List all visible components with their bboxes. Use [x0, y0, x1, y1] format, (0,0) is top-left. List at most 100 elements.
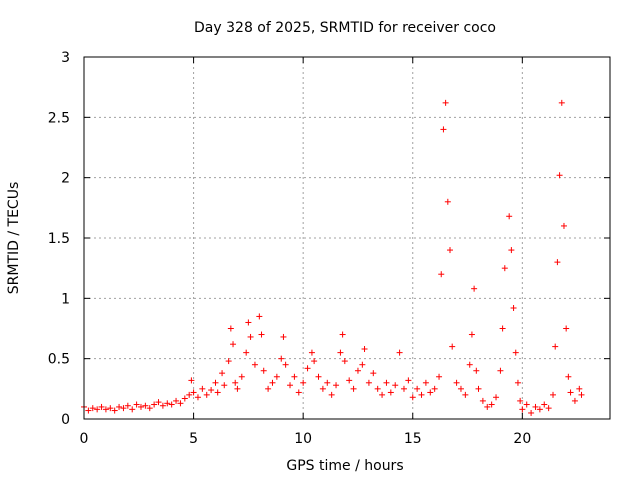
data-point	[350, 385, 357, 392]
data-point	[251, 361, 258, 368]
data-point	[536, 406, 543, 413]
data-point	[453, 379, 460, 386]
data-point	[519, 406, 526, 413]
data-point	[295, 389, 302, 396]
data-point	[493, 394, 500, 401]
data-point	[457, 385, 464, 392]
data-point	[137, 403, 144, 410]
data-point	[370, 370, 377, 377]
data-point	[512, 349, 519, 356]
data-point	[565, 373, 572, 380]
y-axis-label: SRMTID / TECUs	[6, 182, 22, 295]
data-point	[571, 397, 578, 404]
data-point	[560, 222, 567, 229]
data-point	[151, 401, 158, 408]
data-point	[354, 367, 361, 374]
data-point	[442, 99, 449, 106]
data-point	[576, 385, 583, 392]
data-point	[181, 395, 188, 402]
data-point	[341, 358, 348, 365]
data-point	[523, 401, 530, 408]
data-point	[159, 402, 166, 409]
data-point	[164, 400, 171, 407]
data-point	[124, 402, 131, 409]
y-tick-label: 1	[61, 291, 70, 307]
data-point	[214, 389, 221, 396]
data-point	[578, 391, 585, 398]
data-point	[194, 394, 201, 401]
data-point	[269, 379, 276, 386]
data-point	[440, 126, 447, 133]
data-point	[400, 385, 407, 392]
data-point	[232, 379, 239, 386]
data-point	[444, 198, 451, 205]
data-point	[473, 367, 480, 374]
x-tick-label: 10	[294, 431, 312, 447]
data-point	[177, 400, 184, 407]
data-point	[418, 391, 425, 398]
data-point	[563, 325, 570, 332]
data-point	[129, 406, 136, 413]
plot-frame	[83, 56, 611, 420]
data-point	[328, 391, 335, 398]
data-point	[273, 373, 280, 380]
x-tick-label: 5	[189, 431, 198, 447]
data-point	[258, 331, 265, 338]
data-point	[558, 99, 565, 106]
data-point	[287, 382, 294, 389]
data-point	[552, 343, 559, 350]
data-point	[199, 385, 206, 392]
data-point	[554, 259, 561, 266]
data-point	[567, 389, 574, 396]
data-point	[488, 401, 495, 408]
chart-title: Day 328 of 2025, SRMTID for receiver coc…	[194, 20, 496, 36]
data-point	[359, 361, 366, 368]
data-point	[466, 361, 473, 368]
data-point	[155, 399, 162, 406]
data-point	[120, 405, 127, 412]
data-point	[392, 382, 399, 389]
data-point	[438, 271, 445, 278]
data-point	[545, 405, 552, 412]
data-point	[339, 331, 346, 338]
data-point	[462, 391, 469, 398]
data-point	[508, 247, 515, 254]
data-point	[304, 365, 311, 372]
data-point	[212, 379, 219, 386]
data-point	[550, 391, 557, 398]
data-point	[142, 402, 149, 409]
data-point	[247, 333, 254, 340]
data-point	[479, 397, 486, 404]
data-point	[245, 319, 252, 326]
data-point	[278, 355, 285, 362]
data-point	[319, 385, 326, 392]
data-point	[221, 382, 228, 389]
data-point	[506, 213, 513, 220]
data-point	[190, 389, 197, 396]
data-point	[556, 172, 563, 179]
data-point	[427, 389, 434, 396]
y-tick-label: 2	[61, 171, 70, 187]
data-point	[265, 385, 272, 392]
data-point	[396, 349, 403, 356]
y-tick-label: 0	[61, 412, 70, 428]
data-point	[379, 391, 386, 398]
data-point	[414, 385, 421, 392]
data-point	[227, 325, 234, 332]
data-point	[387, 389, 394, 396]
data-point	[186, 391, 193, 398]
data-point	[337, 349, 344, 356]
data-point	[405, 377, 412, 384]
x-tick-label: 20	[513, 431, 531, 447]
data-point	[98, 403, 105, 410]
data-point	[431, 385, 438, 392]
data-point	[102, 406, 109, 413]
data-point	[468, 331, 475, 338]
data-point	[532, 403, 539, 410]
data-point	[85, 407, 92, 414]
x-tick-label: 0	[80, 431, 89, 447]
data-point	[188, 377, 195, 384]
data-point	[208, 387, 215, 394]
data-point	[280, 333, 287, 340]
